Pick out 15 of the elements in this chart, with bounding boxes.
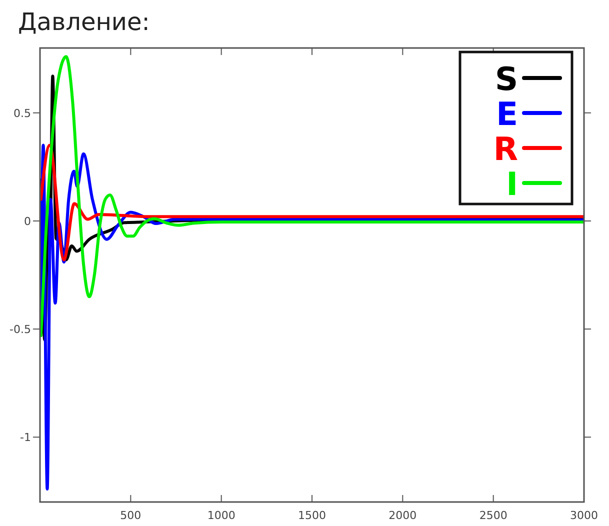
y-tick-label: -1 [20,431,31,444]
y-tick-label: 0 [24,214,31,228]
x-tick-label: 1500 [298,509,326,522]
legend-label: R [493,130,518,168]
chart-title: Давление: [18,8,150,36]
x-tick-label: 500 [120,509,142,522]
legend-label: E [496,95,518,133]
y-tick-label: -0.5 [10,323,31,336]
x-tick-label: 2000 [388,509,417,522]
x-tick-label: 3000 [570,509,598,522]
legend-label: S [494,60,518,98]
y-tick-label: 0.5 [14,106,31,120]
x-tick-label: 1000 [207,509,236,522]
legend-label: I [506,165,518,203]
x-tick-label: 2500 [479,509,508,522]
